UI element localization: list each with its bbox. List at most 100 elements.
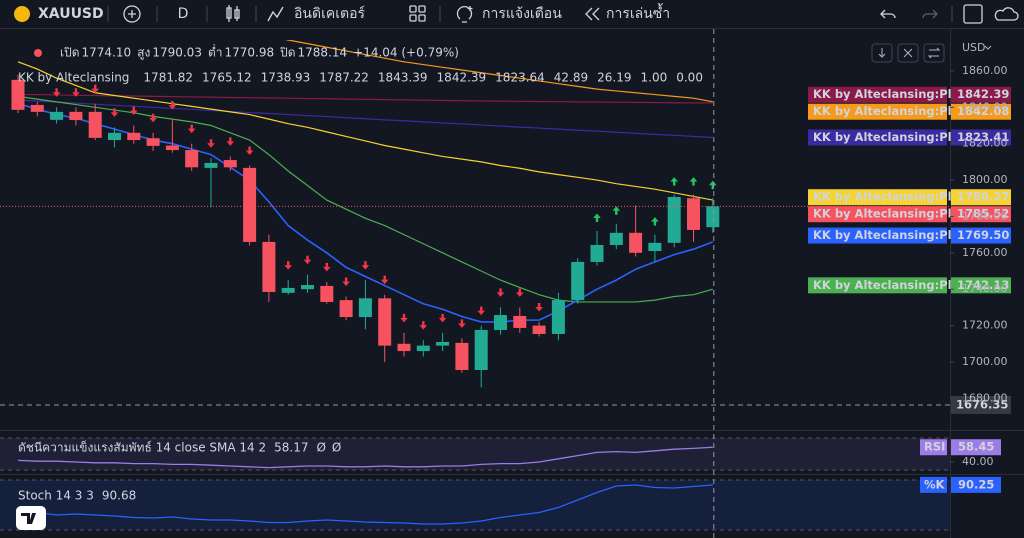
toolbar: XAUUSD D อินดิเคเตอร์ การแจ้งเตือน การเล…: [0, 0, 1024, 29]
legend-item: 26.19: [597, 71, 631, 85]
candle-body: [320, 285, 334, 302]
price-tag-name-bg: [808, 227, 947, 244]
replay-button[interactable]: การเล่นซ้ำ: [606, 3, 670, 22]
legend-item: ต่ำ: [208, 44, 223, 60]
replay-icon[interactable]: [585, 7, 600, 21]
candle-body: [513, 315, 527, 328]
stoch-tag-name: %K: [924, 477, 946, 491]
price-tag-value: 1786.27: [957, 190, 1009, 204]
rsi-tag-name-bg: [920, 439, 947, 456]
signal-arrow: [361, 261, 370, 270]
signal-arrow: [689, 177, 698, 186]
rsi-tag-bg: [951, 439, 1001, 456]
price-tag-name-bg: [808, 277, 947, 294]
price-tag-name: KK by Alteclansing:Plot: [813, 190, 965, 204]
price-tag-bg: [951, 86, 1011, 103]
symbol[interactable]: XAUUSD: [38, 6, 104, 22]
indicator-panes: [0, 437, 950, 531]
price-tag-bg: [951, 103, 1011, 120]
fullscreen-button[interactable]: [963, 4, 983, 24]
candle-body: [108, 132, 121, 141]
signal-arrow: [535, 302, 543, 312]
legend-item: Ø: [316, 441, 325, 455]
stoch-tag-name-bg: [920, 476, 947, 493]
candle-body: [358, 298, 372, 318]
reset-button[interactable]: [923, 43, 945, 63]
compare-button[interactable]: [123, 5, 141, 23]
candle-body: [436, 341, 450, 346]
signal-arrow: [226, 137, 235, 146]
candle-body: [532, 325, 546, 334]
price-tag-name-bg: [808, 129, 947, 146]
y-tick-label: 1820.00: [962, 137, 1008, 150]
candle-body: [494, 315, 507, 330]
price-tag-value: 1742.13: [957, 278, 1009, 292]
stoch-line: [17, 484, 713, 525]
save-button[interactable]: [994, 7, 1019, 21]
alert-icon[interactable]: [456, 5, 473, 23]
chart-type-button[interactable]: [226, 5, 240, 22]
reset-icon: [927, 47, 941, 59]
signal-arrow: [207, 139, 215, 148]
legend-item: 1787.22: [319, 71, 369, 85]
candle-body: [416, 345, 430, 352]
price-tag-value: 1823.41: [957, 130, 1009, 144]
currency-caret: [984, 45, 992, 50]
down-icon: [878, 48, 886, 58]
signal-arrow: [516, 288, 524, 297]
collapse-button[interactable]: [897, 43, 919, 63]
legend-item: 1774.10: [82, 46, 132, 60]
crosshair-label: 1676.35: [956, 397, 1008, 411]
candle-body: [185, 150, 199, 168]
price-tag-bg: [951, 277, 1011, 294]
scroll-button[interactable]: [871, 43, 893, 63]
candle-body: [127, 132, 141, 141]
redo-button[interactable]: [922, 9, 938, 19]
y-tick-label: 1800.00: [962, 173, 1008, 186]
toolbar-bg: [0, 0, 1024, 28]
price-tag-name: KK by Alteclansing:Plot: [813, 104, 965, 118]
indicator-line: [284, 40, 713, 103]
price-tag-bg: [951, 189, 1011, 206]
price-tag-value: 1785.52: [957, 207, 1009, 221]
legend-item: 90.68: [102, 489, 136, 503]
signal-arrow: [187, 124, 196, 134]
signal-arrow: [110, 108, 119, 117]
indicator-line: [17, 61, 713, 201]
signal-arrow: [323, 262, 331, 272]
legend-item: ปิด: [280, 46, 296, 60]
pane-band: [0, 480, 950, 530]
indicator-line: [18, 93, 713, 104]
candle-body: [30, 104, 44, 112]
layout-button[interactable]: [409, 5, 426, 22]
currency[interactable]: USD: [962, 41, 986, 54]
undo-button[interactable]: [880, 9, 896, 19]
stoch-tag-value: 90.25: [958, 477, 994, 491]
candle-body: [706, 206, 720, 228]
indicators-icon[interactable]: [267, 6, 284, 22]
signal-arrow: [709, 180, 717, 190]
rsi-tag-name: RSI: [924, 440, 945, 454]
candle-body: [146, 138, 160, 146]
candle-body: [378, 298, 392, 346]
candle-body: [69, 111, 83, 121]
legend-item: 1738.93: [261, 71, 311, 85]
symbol-icon[interactable]: [14, 6, 30, 22]
legend-item: 1842.39: [437, 71, 487, 85]
price-tag-name-bg: [808, 189, 947, 206]
candle-body: [590, 245, 604, 262]
indicators-button[interactable]: อินดิเคเตอร์: [294, 5, 366, 22]
alerts-button[interactable]: การแจ้งเตือน: [482, 6, 562, 22]
legend-item: +14.04 (+0.79%): [353, 46, 459, 60]
rsi-line: [17, 446, 713, 469]
candle-body: [301, 285, 314, 290]
candle-body: [262, 241, 276, 292]
candle-body: [667, 196, 681, 243]
price-tag-value: 1769.50: [957, 228, 1009, 242]
interval[interactable]: D: [178, 6, 189, 22]
candle-body: [50, 111, 64, 120]
candle-body: [165, 145, 179, 151]
candle-body: [243, 167, 257, 242]
candle-body: [281, 287, 295, 293]
candle-body: [687, 198, 700, 230]
